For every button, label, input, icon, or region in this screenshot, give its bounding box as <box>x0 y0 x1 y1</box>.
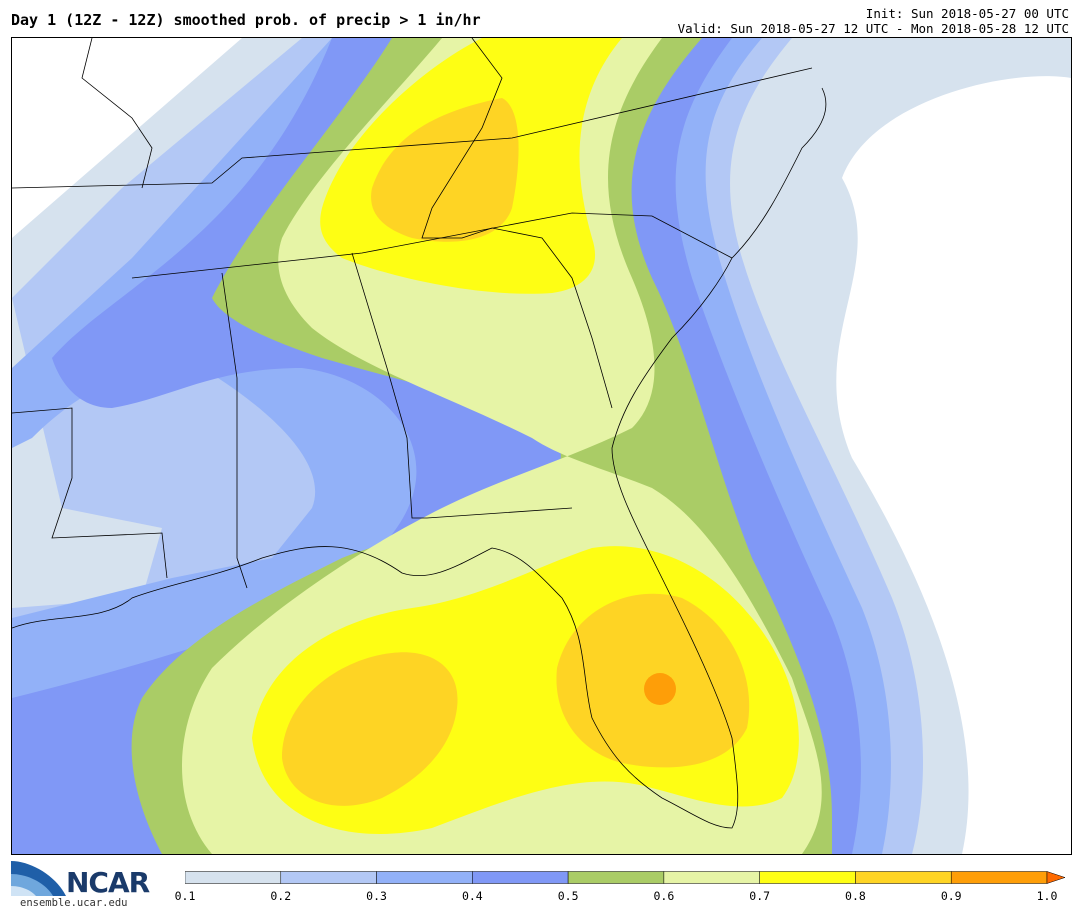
colorbar-segment <box>567 871 665 884</box>
colorbar-segment <box>855 871 952 884</box>
colorbar-tick-label: 0.4 <box>461 889 483 903</box>
state-line-2 <box>131 212 733 279</box>
ncar-swoosh-icon <box>11 861 66 896</box>
probability-map <box>11 37 1072 855</box>
colorbar-segment <box>376 871 473 884</box>
init-time: Init: Sun 2018-05-27 00 UTC <box>865 6 1069 21</box>
colorbar-extend-arrow <box>1046 871 1065 884</box>
valid-time: Valid: Sun 2018-05-27 12 UTC - Mon 2018-… <box>677 21 1069 36</box>
colorbar <box>185 871 1065 884</box>
colorbar-tick-label: 0.7 <box>749 889 771 903</box>
colorbar-segment <box>185 871 282 884</box>
boundaries <box>12 38 827 829</box>
colorbar-segment <box>280 871 377 884</box>
colorbar-segment <box>472 871 569 884</box>
state-line-4 <box>351 252 573 519</box>
colorbar-tick-label: 1.0 <box>1036 889 1058 903</box>
colorbar-segment <box>950 871 1048 884</box>
ncar-url: ensemble.ucar.edu <box>20 897 128 909</box>
colorbar-segment <box>759 871 856 884</box>
contour-0.8-west <box>282 652 458 806</box>
colorbar-tick-label: 0.2 <box>270 889 292 903</box>
state-line-7 <box>81 38 153 189</box>
map-svg <box>12 38 1071 854</box>
state-line-5 <box>12 407 168 579</box>
state-line-6 <box>421 38 613 409</box>
state-line-1 <box>12 67 813 189</box>
ncar-wordmark: NCAR <box>66 866 150 899</box>
state-line-3 <box>221 272 248 589</box>
ncar-logo <box>11 856 161 912</box>
run-info: Init: Sun 2018-05-27 00 UTC Valid: Sun 2… <box>678 6 1069 36</box>
colorbar-tick-label: 0.9 <box>940 889 962 903</box>
contour-0.8 <box>371 98 519 242</box>
map-title: Day 1 (12Z - 12Z) smoothed prob. of prec… <box>11 11 481 29</box>
colorbar-tick-label: 0.8 <box>845 889 866 903</box>
contour-0.9 <box>644 673 676 705</box>
colorbar-tick-label: 0.3 <box>366 889 387 903</box>
colorbar-tick-label: 0.1 <box>174 889 196 903</box>
colorbar-tick-label: 0.6 <box>653 889 675 903</box>
coastline <box>12 87 827 829</box>
colorbar-tick-label: 0.5 <box>557 889 579 903</box>
colorbar-segment <box>663 871 760 884</box>
